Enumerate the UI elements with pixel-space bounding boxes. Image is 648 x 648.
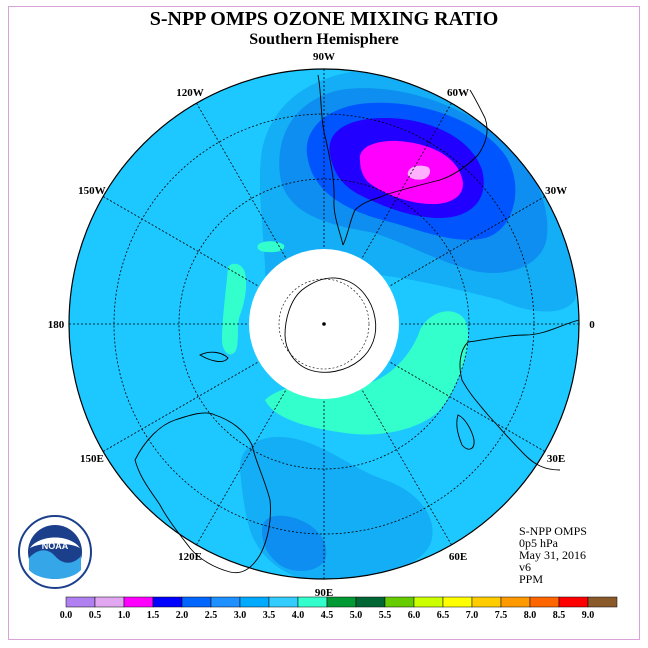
colorbar-tick-label: 9.0 [582, 610, 595, 621]
colorbar-tick-label: 3.0 [234, 610, 247, 621]
meridian-line [102, 196, 286, 302]
colorbar-tick-label: 7.0 [466, 610, 479, 621]
colorbar-swatch [239, 596, 270, 608]
colorbar-tick-label: 0.0 [60, 610, 73, 621]
field-level-2.5-south [262, 515, 327, 572]
colorbar-swatch [94, 596, 125, 608]
colorbar-tick-label: 7.5 [495, 610, 508, 621]
colorbar-swatch [500, 596, 531, 608]
logo-seagull [30, 537, 80, 548]
longitude-label: 150W [78, 185, 106, 197]
longitude-label: 30W [545, 185, 567, 197]
map-title: S-NPP OMPS OZONE MIXING RATIO [149, 8, 499, 30]
colorbar-swatch [587, 596, 618, 608]
colorbar-swatch [471, 596, 502, 608]
noaa-logo: NOAA [18, 515, 92, 589]
colorbar-swatch [326, 596, 357, 608]
meridian-line [346, 102, 452, 286]
colorbar-swatch [297, 596, 328, 608]
colorbar-swatch [152, 596, 183, 608]
map-boundary [68, 68, 580, 580]
map-info: S-NPP OMPS 0p5 hPa May 31, 2016 v6 PPM [519, 525, 587, 585]
longitude-label: 120W [176, 87, 204, 99]
longitude-label: 90E [315, 587, 333, 599]
longitude-labels: 90W 60W 30W 0 30E 60E 90E 120E 150E 180 150W 120W [48, 51, 596, 599]
meridian-line [196, 362, 302, 546]
colorbar-swatch [558, 596, 589, 608]
colorbar: 0.0 0.5 1.0 1.5 2.0 2.5 3.0 3.5 4.0 4.5 5.0 5.5 6.0 6… [60, 596, 618, 621]
colorbar-tick-label: 1.5 [147, 610, 160, 621]
meridian-line [346, 362, 452, 546]
colorbar-swatch [529, 596, 560, 608]
australia-coast [134, 412, 271, 574]
colorbar-tick-label: 3.5 [263, 610, 276, 621]
madagascar [456, 414, 475, 450]
south-america-coast [317, 74, 488, 246]
antarctica-outline [284, 277, 377, 373]
logo-noaa-text: NOAA [42, 541, 69, 551]
meridian-line [362, 346, 546, 452]
info-units: PPM [519, 572, 544, 586]
info-instrument: S-NPP OMPS [519, 524, 587, 538]
longitude-label: 90W [313, 51, 335, 63]
colorbar-tick-label: 0.5 [89, 610, 102, 621]
meridians [69, 69, 579, 579]
colorbar-swatch [442, 596, 473, 608]
longitude-label: 0 [589, 319, 595, 331]
south-pole-dot [322, 322, 326, 326]
field-level-3.5-patch [222, 263, 247, 355]
latitude-circle-75s [278, 278, 370, 370]
colorbar-swatch [413, 596, 444, 608]
info-date: May 31, 2016 [519, 548, 586, 562]
longitude-label: 60W [447, 87, 469, 99]
colorbar-tick-label: 8.0 [524, 610, 537, 621]
longitude-label: 60E [449, 551, 467, 563]
colorbar-swatch [123, 596, 154, 608]
colorbar-tick-label: 5.5 [379, 610, 392, 621]
info-version: v6 [519, 560, 531, 574]
logo-water [29, 550, 81, 579]
map-subtitle: Southern Hemisphere [249, 31, 399, 48]
longitude-label: 150E [80, 453, 104, 465]
figure-frame [8, 6, 640, 640]
colorbar-tick-label: 6.5 [437, 610, 450, 621]
info-level: 0p5 hPa [519, 536, 558, 550]
colorbar-tick-label: 2.0 [176, 610, 189, 621]
meridian-line [102, 346, 286, 452]
longitude-label: 180 [48, 319, 65, 331]
field-level-3.5-spot [257, 241, 285, 253]
africa-coast [459, 319, 580, 471]
colorbar-swatch [65, 596, 96, 608]
colorbar-swatch [181, 596, 212, 608]
field-level-3.5-band [265, 311, 469, 435]
longitude-label: 120E [178, 551, 202, 563]
colorbar-tick-label: 2.5 [205, 610, 218, 621]
colorbar-tick-label: 4.0 [292, 610, 305, 621]
graticule [69, 69, 579, 579]
colorbar-tick-label: 6.0 [408, 610, 421, 621]
meridian-line [362, 196, 546, 302]
colorbar-swatch [384, 596, 415, 608]
meridian-line [196, 102, 302, 286]
colorbar-swatch [268, 596, 299, 608]
longitude-label: 30E [547, 453, 565, 465]
colorbar-tick-label: 5.0 [350, 610, 363, 621]
colorbar-tick-label: 4.5 [321, 610, 334, 621]
new-zealand [199, 351, 229, 362]
colorbar-swatch [210, 596, 241, 608]
colorbar-tick-label: 1.0 [118, 610, 131, 621]
colorbar-swatch [355, 596, 386, 608]
colorbar-tick-label: 8.5 [553, 610, 566, 621]
